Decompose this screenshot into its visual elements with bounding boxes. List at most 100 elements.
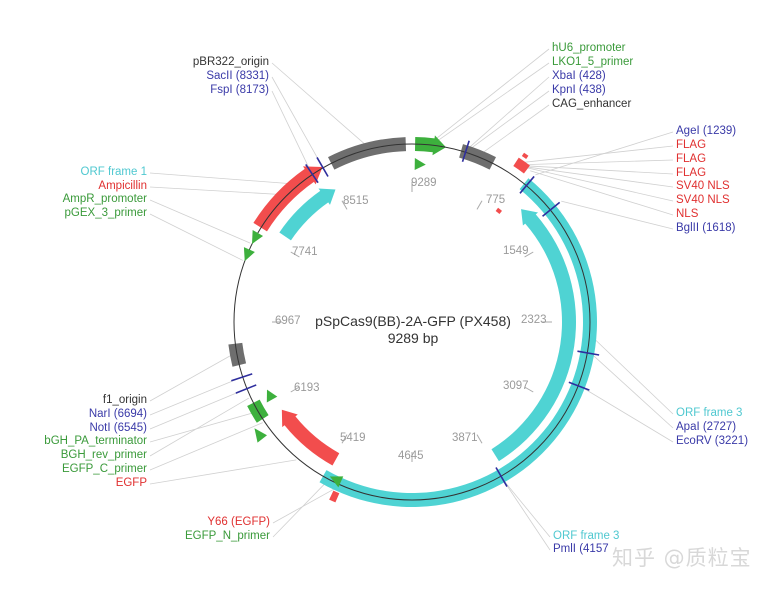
- egfp-feature: [281, 409, 340, 466]
- restriction-site-mark: [305, 164, 319, 184]
- feature-label[interactable]: bGH_PA_terminator: [44, 435, 147, 447]
- leader-line: [430, 48, 550, 144]
- leader-line: [593, 337, 674, 415]
- leader-line: [561, 200, 674, 230]
- leader-line: [149, 172, 297, 185]
- feature-label[interactable]: SacII (8331): [206, 70, 269, 82]
- leader-line: [590, 353, 674, 429]
- watermark: 知乎 @质粒宝: [612, 546, 752, 570]
- feature-label[interactable]: EGFP_N_primer: [185, 530, 270, 542]
- feature-label[interactable]: hU6_promoter: [552, 42, 626, 54]
- orf-frame-3-feature: [491, 209, 577, 462]
- leader-line: [149, 389, 246, 430]
- feature-label[interactable]: XbaI (428): [552, 70, 606, 82]
- leader-line: [524, 166, 674, 188]
- tick-label: 3097: [503, 380, 529, 392]
- leader-line: [271, 62, 369, 148]
- flag-tick-feature: [521, 152, 529, 159]
- tick-label: 775: [486, 194, 506, 206]
- feature-label[interactable]: Y66 (EGFP): [207, 516, 270, 528]
- feature-label[interactable]: LKO1_5_primer: [552, 56, 634, 68]
- y66-feature: [329, 490, 340, 503]
- leader-line: [271, 90, 312, 173]
- leader-line: [149, 213, 244, 261]
- feature-label[interactable]: KpnI (438): [552, 84, 606, 96]
- feature-label[interactable]: PmlI (4157: [553, 543, 609, 555]
- feature-label[interactable]: NotI (6545): [89, 422, 147, 434]
- leader-line: [467, 90, 550, 152]
- leader-line: [149, 352, 235, 402]
- leader-line: [581, 386, 674, 443]
- feature-label[interactable]: NLS: [676, 208, 699, 220]
- leader-line: [526, 167, 674, 202]
- restriction-site-mark: [461, 140, 470, 163]
- feature-label[interactable]: NarI (6694): [88, 408, 147, 420]
- restriction-site-mark: [568, 381, 590, 391]
- leader-line: [519, 145, 674, 164]
- ampicillin-feature: [253, 166, 323, 232]
- tick-label: 5419: [340, 432, 366, 444]
- tick-label: 7741: [292, 246, 318, 258]
- plasmid-title: pSpCas9(BB)-2A-GFP (PX458) 9289 bp: [306, 313, 520, 347]
- feature-label[interactable]: CAG_enhancer: [552, 98, 632, 110]
- leader-line: [149, 199, 251, 244]
- feature-label[interactable]: SV40 NLS: [676, 194, 730, 206]
- restriction-site-mark: [316, 157, 329, 177]
- tick-mark: [476, 434, 483, 444]
- feature-label[interactable]: pBR322_origin: [192, 56, 269, 68]
- leader-line: [502, 479, 551, 538]
- feature-label[interactable]: EGFP_C_primer: [62, 463, 147, 475]
- nls-tick-feature: [495, 207, 502, 214]
- leader-line: [149, 186, 285, 196]
- feature-label[interactable]: FLAG: [676, 139, 707, 151]
- tick-marks: [272, 182, 552, 462]
- egfp-n-primer-icon: [329, 476, 344, 488]
- feature-label[interactable]: ORF frame 1: [80, 166, 147, 178]
- feature-label[interactable]: AgeI (1239): [676, 125, 737, 137]
- backbone-circle: [233, 143, 591, 501]
- feature-label[interactable]: FLAG: [676, 153, 707, 165]
- restriction-site-mark: [235, 384, 257, 394]
- tick-mark: [524, 386, 534, 393]
- feature-label[interactable]: pGEX_3_primer: [64, 207, 147, 219]
- restriction-site-mark: [231, 373, 253, 382]
- egfp-c-primer-icon: [254, 428, 268, 443]
- pgex-3-primer-icon: [243, 247, 255, 262]
- pbr322-origin-feature: [328, 137, 407, 170]
- leader-lines: [149, 48, 674, 551]
- tick-label: 2323: [521, 314, 547, 326]
- tick-label: 1549: [503, 245, 529, 257]
- leader-line: [149, 411, 257, 443]
- tick-label: 9289: [411, 177, 437, 189]
- tick-mark: [290, 251, 300, 258]
- leader-line: [149, 377, 241, 416]
- feature-label[interactable]: ORF frame 3: [553, 530, 620, 542]
- restriction-site-mark: [519, 175, 535, 194]
- feature-label[interactable]: BGH_rev_primer: [60, 449, 147, 461]
- feature-label[interactable]: BglII (1618): [676, 222, 736, 234]
- tick-mark: [341, 434, 348, 444]
- flag-nls-feature: [513, 157, 530, 174]
- feature-label[interactable]: Ampicillin: [98, 180, 147, 192]
- leader-line: [502, 479, 551, 551]
- leader-line: [433, 62, 550, 144]
- tick-mark: [476, 200, 483, 210]
- leader-line: [479, 104, 550, 156]
- plasmid-size: 9289 bp: [387, 330, 439, 346]
- feature-label[interactable]: AmpR_promoter: [62, 193, 147, 205]
- restriction-sites: [231, 140, 600, 487]
- restriction-site-mark: [495, 467, 508, 487]
- restriction-site-mark: [542, 201, 561, 217]
- feature-label[interactable]: FspI (8173): [210, 84, 269, 96]
- feature-label[interactable]: ORF frame 3: [676, 407, 743, 419]
- feature-label[interactable]: f1_origin: [102, 394, 147, 406]
- backbone-overlay-features: [243, 158, 426, 488]
- feature-label[interactable]: FLAG: [676, 167, 707, 179]
- feature-label[interactable]: ApaI (2727): [676, 421, 737, 433]
- tick-label: 6967: [275, 315, 301, 327]
- feature-label[interactable]: EGFP: [115, 477, 147, 489]
- tick-label: 6193: [294, 382, 320, 394]
- feature-label[interactable]: EcoRV (3221): [676, 435, 749, 447]
- feature-label[interactable]: SV40 NLS: [676, 180, 730, 192]
